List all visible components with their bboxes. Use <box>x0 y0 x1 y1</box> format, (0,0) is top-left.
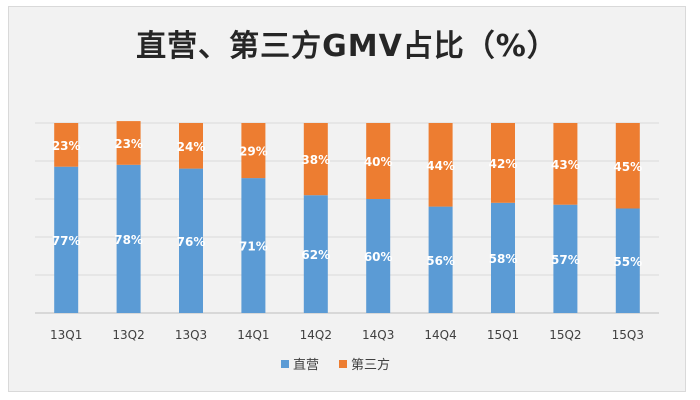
stacked-bar-chart: 77% 23% 78% 23% 76% 24% 71% 29% 62% 38% 60% 40% 56% 4… <box>35 121 659 373</box>
chart-title: 直营、第三方GMV占比（%） <box>136 29 558 64</box>
bar-third-party-14Q3 <box>366 123 391 199</box>
data-label: 38% <box>301 153 330 167</box>
bar-third-party-15Q1 <box>491 123 515 203</box>
x-tick-label: 13Q1 <box>50 328 82 342</box>
legend-label: 直营 <box>293 358 319 373</box>
x-tick-label: 15Q3 <box>612 328 644 342</box>
bar-direct-14Q1 <box>241 178 266 313</box>
data-label: 56% <box>426 254 455 268</box>
data-label: 29% <box>239 145 268 159</box>
bar-direct-14Q3 <box>366 199 391 313</box>
legend: 直营 第三方 <box>281 357 390 373</box>
legend-swatch <box>339 360 347 368</box>
bar-third-party-14Q4 <box>428 123 453 207</box>
data-label: 23% <box>52 139 81 153</box>
data-label: 44% <box>426 159 455 173</box>
chart-frame: 77% 23% 78% 23% 76% 24% 71% 29% 62% 38% 60% 40% 56% 4… <box>8 6 686 392</box>
data-label: 24% <box>177 140 206 154</box>
bar-third-party-14Q1 <box>241 123 266 179</box>
x-tick-label: 15Q1 <box>487 328 519 342</box>
data-label: 76% <box>177 235 206 249</box>
bar-direct-13Q2 <box>116 164 141 313</box>
x-tick-label: 14Q3 <box>362 328 394 342</box>
legend-label: 第三方 <box>351 357 390 373</box>
bars <box>54 121 640 313</box>
bar-direct-14Q4 <box>428 206 453 313</box>
bar-third-party-13Q3 <box>179 123 203 169</box>
legend-swatch <box>281 360 289 368</box>
x-tick-label: 15Q2 <box>549 328 581 342</box>
data-label: 62% <box>301 248 330 262</box>
bar-direct-13Q1 <box>54 166 79 313</box>
bar-third-party-13Q1 <box>54 123 79 167</box>
data-label: 60% <box>364 250 393 264</box>
data-label: 55% <box>613 255 642 269</box>
data-label: 78% <box>114 233 143 247</box>
bar-direct-15Q3 <box>615 208 640 313</box>
bar-third-party-13Q2 <box>116 121 141 165</box>
bar-direct-15Q2 <box>553 204 578 313</box>
data-label: 57% <box>551 253 580 267</box>
bar-direct-13Q3 <box>179 168 203 313</box>
x-tick-label: 13Q2 <box>112 328 144 342</box>
bar-direct-14Q2 <box>303 195 328 313</box>
x-tick-label: 14Q1 <box>237 328 269 342</box>
bar-direct-15Q1 <box>491 202 515 313</box>
x-axis-ticks: 13Q1 13Q2 13Q3 14Q1 14Q2 14Q3 14Q4 15Q1 15Q2 15Q3 <box>50 328 644 342</box>
data-label: 58% <box>489 252 518 266</box>
data-label: 23% <box>114 137 143 151</box>
x-tick-label: 13Q3 <box>175 328 207 342</box>
x-tick-label: 14Q2 <box>300 328 332 342</box>
bar-third-party-14Q2 <box>303 123 328 196</box>
data-label: 43% <box>551 158 580 172</box>
data-labels: 77% 23% 78% 23% 76% 24% 71% 29% 62% 38% 60% 40% 56% 4… <box>52 137 642 269</box>
data-label: 40% <box>364 155 393 169</box>
data-label: 71% <box>239 240 268 254</box>
x-tick-label: 14Q4 <box>424 328 456 342</box>
bar-third-party-15Q3 <box>615 123 640 209</box>
bar-third-party-15Q2 <box>553 123 578 205</box>
data-label: 77% <box>52 234 81 248</box>
data-label: 42% <box>489 157 518 171</box>
data-label: 45% <box>613 160 642 174</box>
